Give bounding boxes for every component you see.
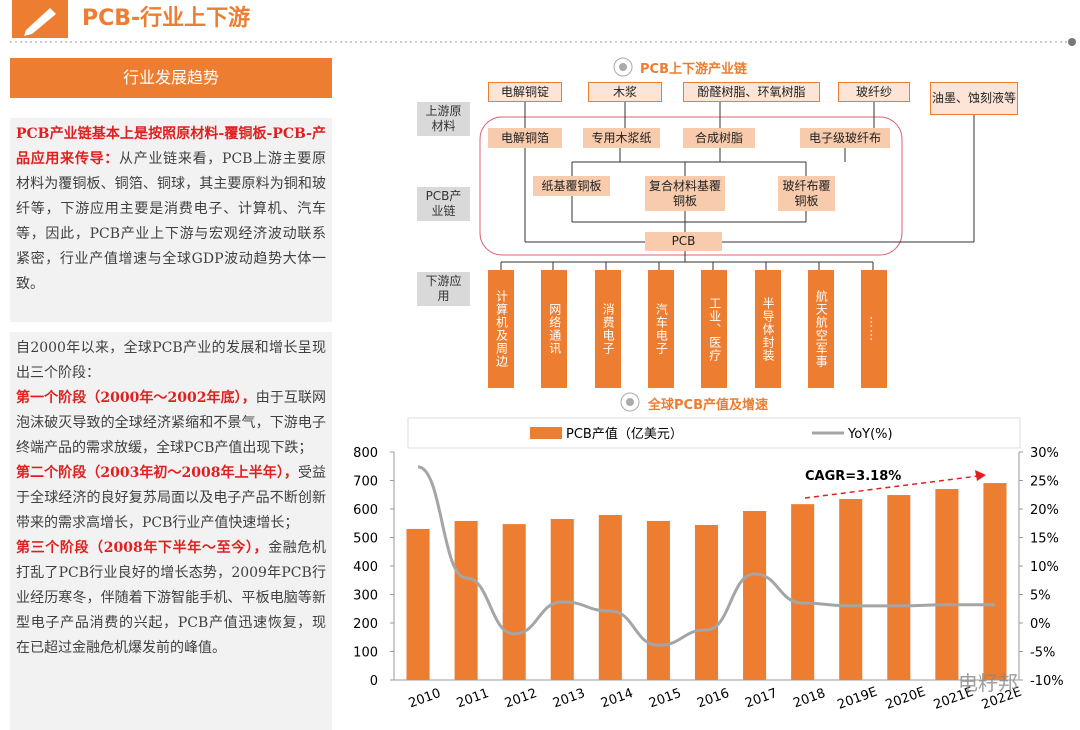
title-icon	[626, 398, 634, 406]
text-box: 自2000年以来，全球PCB产业的发展和增长呈现出三个阶段： 第一个阶段（200…	[10, 332, 332, 730]
x-tick-label: 2019E	[836, 685, 880, 713]
y-tick-label: 0	[370, 674, 378, 689]
level-label: 下游应用	[417, 272, 470, 306]
laminate: 玻纤布覆铜板	[778, 176, 835, 211]
diagram-connectors	[500, 102, 975, 270]
x-tick-label: 2010	[407, 686, 443, 711]
y2-tick-label: 30%	[1030, 446, 1059, 461]
raw-material: 电解铜锭	[488, 82, 562, 102]
intermediate: 合成树脂	[683, 128, 755, 148]
bar	[646, 520, 670, 680]
application: ……	[861, 270, 888, 388]
bar	[887, 495, 911, 680]
x-tick-label: 2012	[503, 686, 539, 711]
x-tick-label: 2020E	[884, 685, 928, 713]
y2-tick-label: 25%	[1030, 475, 1059, 490]
watermark: 电籽邦	[958, 671, 1018, 695]
chart-title: 全球PCB产值及增速	[648, 398, 768, 413]
y-tick-label: 500	[353, 532, 378, 547]
bar	[935, 489, 959, 680]
y2-tick-label: 15%	[1030, 532, 1059, 547]
rule-dot	[1068, 38, 1076, 46]
cagr-arrow	[804, 475, 979, 499]
panel-title: 行业发展趋势	[10, 58, 332, 98]
application: 航天航空军事	[807, 270, 834, 388]
y-tick-label: 400	[353, 560, 378, 575]
y2-tick-label: 20%	[1030, 503, 1059, 518]
legend-frame	[407, 417, 1021, 449]
level-label: 上游原材料	[417, 102, 470, 136]
legend-swatch	[530, 427, 562, 439]
body-text: 从产业链来看，PCB上游主要原材料为覆铜板、铜箔、铜球，其主要原料为铜和玻纤等，…	[16, 151, 327, 292]
body-text: 自2000年以来，全球PCB产业的发展和增长呈现出三个阶段：	[16, 340, 326, 381]
stage-text: 金融危机打乱了PCB行业良好的增长态势，2009年PCB行业经历寒冬，伴随着下游…	[16, 540, 327, 656]
stage-heading: 第一个阶段（2000年～2002年底），	[16, 390, 256, 406]
y-tick-label: 800	[353, 446, 378, 461]
raw-material: 玻纤纱	[838, 82, 910, 102]
laminate: 纸基覆铜板	[533, 176, 610, 196]
application: 消费电子	[594, 270, 621, 388]
text-box: PCB产业链基本上是按照原材料-覆铜板-PCB-产品应用来传导：从产业链来看，P…	[10, 118, 332, 322]
annotation: CAGR=3.18%	[805, 469, 901, 484]
level-label: PCB产业链	[417, 187, 470, 221]
pcb-chain-frame	[479, 116, 903, 256]
line	[417, 465, 995, 647]
raw-material: 油墨、蚀刻液等	[930, 82, 1018, 115]
bar	[791, 504, 815, 680]
lead-text: PCB产业链基本上是按照原材料-覆铜板-PCB-产品应用来传导：	[16, 126, 326, 167]
bar	[502, 524, 526, 680]
raw-material: 酚醛树脂、环氧树脂	[683, 82, 820, 102]
header-title: PCB-行业上下游	[82, 6, 251, 31]
application: 半导体封装	[754, 270, 781, 388]
bar	[983, 483, 1007, 680]
intermediate: 专用木浆纸	[583, 128, 660, 148]
x-tick-label: 2017	[743, 686, 779, 711]
stage-text: 受益于全球经济的良好复苏局面以及电子产品不断创新带来的需求高增长，PCB行业产值…	[16, 465, 326, 531]
bar	[694, 524, 719, 680]
diagram-title: PCB上下游产业链	[640, 62, 747, 77]
x-tick-label: 2018	[791, 686, 827, 711]
pcb-node: PCB	[645, 232, 722, 251]
pencil-icon	[24, 8, 56, 36]
y2-tick-label: 0%	[1030, 617, 1051, 632]
application: 计算机及周边	[488, 270, 514, 388]
y-tick-label: 200	[353, 617, 378, 632]
y-tick-label: 100	[353, 646, 378, 661]
stage-heading: 第三个阶段（2008年下半年～至今），	[16, 540, 269, 556]
bar	[406, 528, 430, 680]
application: 网络通讯	[541, 270, 568, 388]
y-tick-label: 700	[353, 475, 378, 490]
stage-heading: 第二个阶段（2003年初～2008年上半年），	[16, 465, 298, 481]
x-tick-label: 2013	[551, 686, 587, 711]
cagr-arrowhead	[975, 470, 986, 481]
bar	[743, 510, 767, 680]
raw-material: 木浆	[588, 82, 662, 102]
title-icon	[619, 63, 627, 71]
stage-text: 由于互联网泡沫破灭导致的全球经济紧缩和不景气，下游电子终端产品的需求放缓，全球P…	[16, 390, 327, 456]
x-tick-label: 2015	[647, 686, 683, 711]
y-tick-label: 300	[353, 589, 378, 604]
bar	[454, 520, 478, 680]
x-tick-label: 2014	[599, 686, 635, 711]
y2-tick-label: -10%	[1030, 674, 1064, 689]
intermediate: 电解铜箔	[488, 128, 562, 148]
laminate: 复合材料基覆铜板	[645, 176, 725, 211]
x-tick-label: 2016	[695, 686, 731, 711]
application: 汽车电子	[647, 270, 674, 388]
bar	[598, 514, 622, 680]
legend-label: YoY(%)	[847, 427, 893, 442]
y2-tick-label: 10%	[1030, 560, 1059, 575]
bar	[839, 499, 863, 680]
application: 工业、医疗	[701, 270, 728, 388]
intermediate: 电子级玻纤布	[800, 128, 890, 148]
legend-label: PCB产值（亿美元）	[566, 426, 683, 442]
y2-tick-label: 5%	[1030, 589, 1051, 604]
x-tick-label: 2011	[455, 686, 491, 711]
y-tick-label: 600	[353, 503, 378, 518]
y2-tick-label: -5%	[1030, 646, 1055, 661]
bar	[550, 518, 574, 680]
